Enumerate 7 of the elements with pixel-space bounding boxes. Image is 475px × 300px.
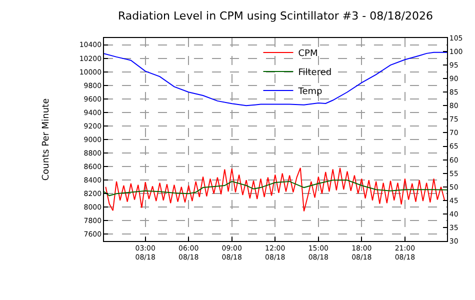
chart-title: Radiation Level in CPM using Scintillator #3 - 08/18/2026 (118, 10, 433, 23)
legend-label: CPM (298, 49, 318, 60)
legend-label: Filtered (298, 68, 332, 78)
legend-label: Temp (297, 87, 323, 98)
line-series (104, 180, 447, 196)
line-series (105, 167, 446, 212)
y-axis-title: Counts Per Minute (42, 98, 52, 181)
